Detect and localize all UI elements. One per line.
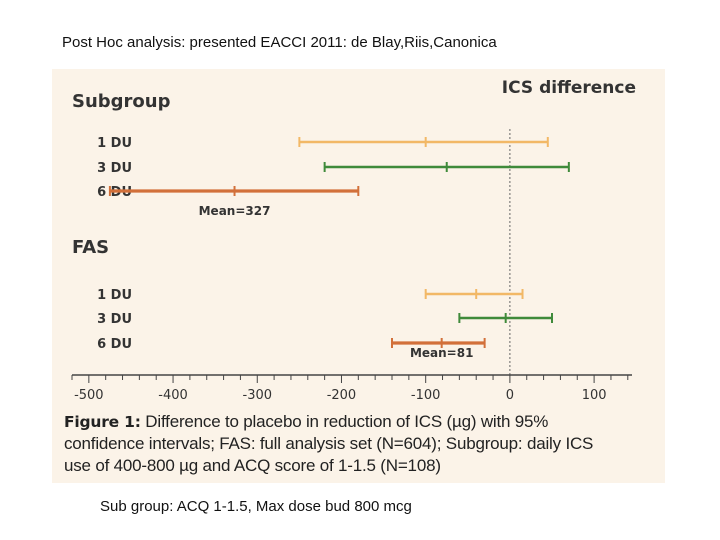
x-tick-label: -200	[327, 388, 357, 403]
mean-annotation: Mean=327	[199, 204, 271, 218]
x-tick-label: -100	[411, 388, 441, 403]
figure-caption: Figure 1: Difference to placebo in reduc…	[64, 411, 654, 477]
figure-panel: ICS difference Subgroup 1 DU 3 DU 6 DU Mean=3…	[52, 69, 665, 483]
caption-label: Figure 1:	[64, 413, 141, 431]
row-label: 6 DU	[97, 337, 132, 352]
group-heading: FAS	[72, 237, 109, 258]
x-tick-label: -300	[243, 388, 273, 403]
x-tick-label: 0	[506, 388, 514, 403]
caption-line3: use of 400-800 µg and ACQ score of 1-1.5…	[64, 456, 441, 475]
caption-line1: Difference to placebo in reduction of IC…	[140, 412, 549, 431]
x-tick-label: -400	[158, 388, 188, 403]
mean-annotation: Mean=81	[410, 346, 473, 360]
forest-plot: ICS difference Subgroup 1 DU 3 DU 6 DU Mean=3…	[71, 78, 636, 403]
slide-header: Post Hoc analysis: presented EACCI 2011:…	[62, 34, 497, 51]
chart-title: ICS difference	[502, 78, 636, 98]
x-tick-label: 100	[582, 388, 607, 403]
row-label: 1 DU	[97, 288, 132, 303]
slide-footer: Sub group: ACQ 1-1.5, Max dose bud 800 m…	[100, 498, 412, 515]
row-label: 1 DU	[97, 136, 132, 151]
row-label: 3 DU	[97, 161, 132, 176]
row-label: 3 DU	[97, 312, 132, 327]
group-heading: Subgroup	[72, 91, 171, 112]
caption-line2: confidence intervals; FAS: full analysis…	[64, 434, 594, 453]
x-tick-label: -500	[74, 388, 104, 403]
